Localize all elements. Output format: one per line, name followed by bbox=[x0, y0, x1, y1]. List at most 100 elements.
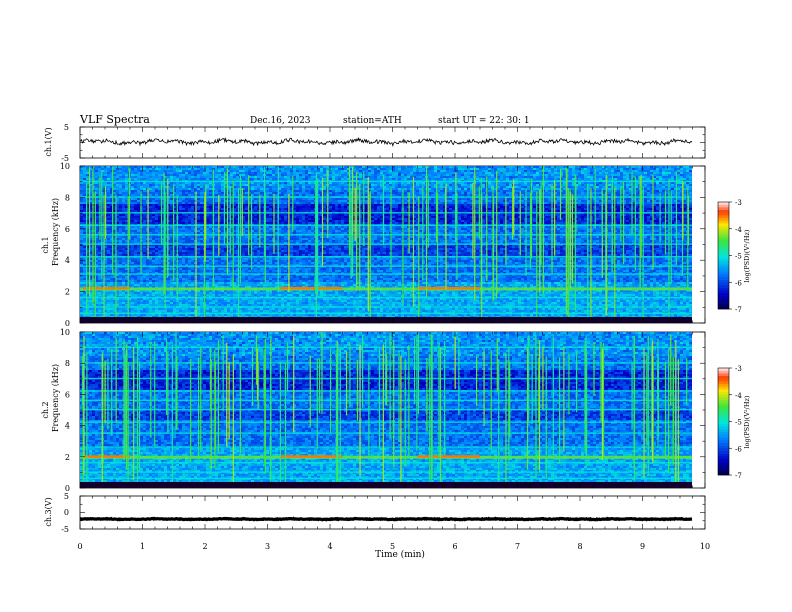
spectrogram-cell bbox=[218, 166, 222, 169]
spectrogram-cell bbox=[155, 186, 159, 189]
spectrogram-cell bbox=[590, 188, 594, 191]
spectrogram-cell bbox=[299, 206, 303, 209]
spectrogram-cell bbox=[479, 206, 483, 209]
spectrogram-cell bbox=[566, 200, 570, 203]
spectrogram-cell bbox=[254, 172, 258, 175]
spectrogram-cell bbox=[254, 210, 258, 213]
spectrogram-cell bbox=[551, 182, 555, 185]
spectrogram-cell bbox=[305, 186, 309, 189]
spectrogram-cell bbox=[233, 194, 237, 197]
spectrogram-cell bbox=[335, 208, 339, 211]
spectrogram-cell bbox=[332, 194, 336, 197]
spectrogram-cell bbox=[446, 206, 450, 209]
spectrogram-cell bbox=[452, 174, 456, 177]
spectrogram-cell bbox=[131, 176, 135, 179]
spectrogram-cell bbox=[533, 182, 537, 185]
spectrogram-cell bbox=[119, 182, 123, 185]
spectrogram-cell bbox=[209, 204, 213, 207]
spectrogram-cell bbox=[395, 194, 399, 197]
spectrogram-cell bbox=[665, 188, 669, 191]
figure-title: VLF Spectra bbox=[79, 113, 150, 126]
spectrogram-cell bbox=[650, 204, 654, 207]
spectrogram-cell bbox=[554, 168, 558, 171]
spectrogram-cell bbox=[587, 202, 591, 205]
spectrogram-cell bbox=[602, 210, 606, 213]
spectrogram-cell bbox=[629, 192, 633, 195]
spectrogram-cell bbox=[656, 192, 660, 195]
spectrogram-cell bbox=[437, 166, 441, 169]
spectrogram-cell bbox=[329, 192, 333, 195]
spectrogram-cell bbox=[656, 202, 660, 205]
spectrogram-cell bbox=[305, 182, 309, 185]
spectrogram-cell bbox=[494, 198, 498, 201]
spectrogram-cell bbox=[482, 186, 486, 189]
spectrogram-cell bbox=[149, 188, 153, 191]
spectrogram-cell bbox=[440, 184, 444, 187]
spectrogram-cell bbox=[278, 208, 282, 211]
spectrogram-cell bbox=[515, 210, 519, 213]
spectrogram-cell bbox=[572, 182, 576, 185]
spectrogram-cell bbox=[344, 174, 348, 177]
spectrogram-cell bbox=[506, 202, 510, 205]
spectrogram-cell bbox=[488, 208, 492, 211]
spectrogram-cell bbox=[131, 210, 135, 213]
spectrogram-cell bbox=[107, 200, 111, 203]
spectrogram-cell bbox=[626, 202, 630, 205]
spectrogram-cell bbox=[392, 170, 396, 173]
spectrogram-cell bbox=[125, 204, 129, 207]
spectrogram-cell bbox=[476, 198, 480, 201]
spectrogram-cell bbox=[434, 198, 438, 201]
spectrogram-cell bbox=[488, 186, 492, 189]
spectrogram-cell bbox=[317, 182, 321, 185]
spectrogram-cell bbox=[134, 186, 138, 189]
spectrogram-cell bbox=[539, 166, 543, 169]
spectrogram-cell bbox=[554, 186, 558, 189]
spectrogram-cell bbox=[272, 178, 276, 181]
spectrogram-cell bbox=[527, 204, 531, 207]
spectrogram-cell bbox=[578, 208, 582, 211]
spectrogram-cell bbox=[371, 176, 375, 179]
spectrogram-cell bbox=[125, 206, 129, 209]
spectrogram-cell bbox=[143, 170, 147, 173]
spectrogram-cell bbox=[302, 198, 306, 201]
spectrogram-cell bbox=[113, 198, 117, 201]
spectrogram-cell bbox=[503, 204, 507, 207]
spectrogram-cell bbox=[413, 174, 417, 177]
spectrogram-cell bbox=[458, 208, 462, 211]
spectrogram-cell bbox=[197, 190, 201, 193]
spectrogram-cell bbox=[86, 210, 90, 213]
spectrogram-cell bbox=[317, 174, 321, 177]
spectrogram-cell bbox=[200, 188, 204, 191]
spectrogram-cell bbox=[119, 170, 123, 173]
spectrogram-cell bbox=[428, 184, 432, 187]
spectrogram-cell bbox=[365, 182, 369, 185]
spectrogram-cell bbox=[626, 178, 630, 181]
spectrogram-cell bbox=[296, 166, 300, 169]
spectrogram-cell bbox=[575, 182, 579, 185]
spectrogram-cell bbox=[431, 166, 435, 169]
spectrogram-cell bbox=[317, 166, 321, 169]
spectrogram-cell bbox=[362, 166, 366, 169]
spectrogram-cell bbox=[590, 190, 594, 193]
spectrogram-cell bbox=[428, 192, 432, 195]
spectrogram-cell bbox=[116, 204, 120, 207]
spectrogram-cell bbox=[104, 176, 108, 179]
spectrogram-cell bbox=[506, 178, 510, 181]
spectrogram-cell bbox=[680, 200, 684, 203]
spectrogram-cell bbox=[221, 174, 225, 177]
spectrogram-cell bbox=[296, 172, 300, 175]
spectrogram-cell bbox=[470, 166, 474, 169]
spectrogram-cell bbox=[272, 188, 276, 191]
spectrogram-cell bbox=[566, 204, 570, 207]
spectrogram-cell bbox=[395, 204, 399, 207]
spectrogram-cell bbox=[614, 174, 618, 177]
spectrogram-cell bbox=[446, 174, 450, 177]
spectrogram-cell bbox=[536, 166, 540, 169]
spectrogram-cell bbox=[680, 188, 684, 191]
spectrogram-cell bbox=[275, 168, 279, 171]
spectrogram-cell bbox=[680, 182, 684, 185]
spectrogram-cell bbox=[509, 208, 513, 211]
spectrogram-cell bbox=[329, 172, 333, 175]
spectrogram-cell bbox=[575, 170, 579, 173]
spectrogram-cell bbox=[395, 174, 399, 177]
